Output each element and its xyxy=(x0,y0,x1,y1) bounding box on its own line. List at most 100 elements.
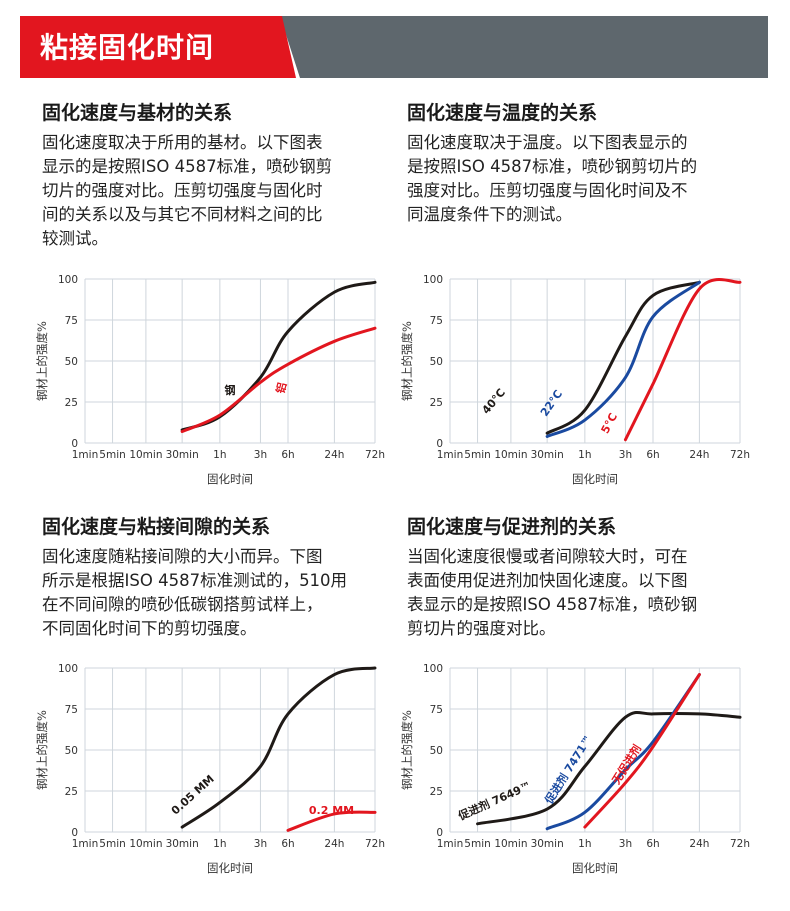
y-tick-label: 50 xyxy=(430,745,443,757)
x-tick-label: 1h xyxy=(213,838,226,850)
body-line: 同温度条件下的测试。 xyxy=(407,205,572,224)
section-title: 固化速度与温度的关系 xyxy=(407,102,598,124)
section-body: 固化速度取决于所用的基材。以下图表 显示的是按照ISO 4587标准，喷砂钢剪 … xyxy=(42,131,387,251)
y-tick-label: 25 xyxy=(65,786,78,798)
series-line xyxy=(476,710,742,826)
x-tick-label: 72h xyxy=(365,449,385,461)
x-axis-label: 固化时间 xyxy=(207,472,253,486)
x-tick-label: 3h xyxy=(254,838,267,850)
x-tick-label: 3h xyxy=(619,838,632,850)
section-activator: 固化速度与促进剂的关系 当固化速度很慢或者间隙较大时，可在 表面使用促进剂加快固… xyxy=(407,514,752,641)
series-label: 0.2 MM xyxy=(309,804,354,817)
x-tick-label: 6h xyxy=(646,449,659,461)
y-tick-label: 100 xyxy=(58,274,78,286)
series-line xyxy=(545,280,701,438)
body-line: 当固化速度很慢或者间隙较大时，可在 xyxy=(407,547,688,566)
y-tick-label: 50 xyxy=(430,356,443,368)
section-body: 固化速度随粘接间隙的大小而异。下图 所示是根据ISO 4587标准测试的，510… xyxy=(42,545,387,641)
x-tick-label: 24h xyxy=(324,838,344,850)
body-line: 固化速度随粘接间隙的大小而异。下图 xyxy=(42,547,323,566)
section-title: 固化速度与促进剂的关系 xyxy=(407,516,617,538)
x-axis-label: 固化时间 xyxy=(207,861,253,875)
banner xyxy=(0,0,790,90)
x-tick-label: 1min xyxy=(72,838,98,850)
series-line xyxy=(583,673,701,829)
x-tick-label: 10min xyxy=(494,449,527,461)
x-tick-label: 10min xyxy=(129,449,162,461)
chart-strength-vs-substrate: 0 25 50 75 100 1min 5min 10min 30min 1h 3h 6h 24h 72h… xyxy=(35,274,385,486)
x-tick-label: 10min xyxy=(129,838,162,850)
x-tick-label: 30min xyxy=(531,449,564,461)
page-title: 粘接固化时间 xyxy=(40,31,215,64)
y-tick-label: 25 xyxy=(65,397,78,409)
x-tick-label: 1h xyxy=(578,449,591,461)
x-tick-label: 3h xyxy=(619,449,632,461)
x-tick-label: 72h xyxy=(730,838,750,850)
body-line: 所示是根据ISO 4587标准测试的，510用 xyxy=(42,571,348,590)
body-line: 切片的强度对比。压剪切强度与固化时 xyxy=(42,181,323,200)
body-line: 显示的是按照ISO 4587标准，喷砂钢剪 xyxy=(42,157,333,176)
body-line: 间的关系以及与其它不同材料之间的比 xyxy=(42,205,323,224)
body-line: 在不同间隙的喷砂低碳钢搭剪试样上， xyxy=(42,595,323,614)
x-tick-label: 6h xyxy=(281,838,294,850)
body-line: 表面使用促进剂加快固化速度。以下图 xyxy=(407,571,688,590)
x-tick-label: 5min xyxy=(99,838,125,850)
section-temperature: 固化速度与温度的关系 固化速度取决于温度。以下图表显示的 是按照ISO 4587… xyxy=(407,100,752,227)
body-line: 不同固化时间下的剪切强度。 xyxy=(42,619,257,638)
section-title: 固化速度与基材的关系 xyxy=(42,102,233,124)
y-tick-label: 100 xyxy=(423,274,443,286)
series-label: 铝 xyxy=(273,381,289,395)
x-tick-label: 10min xyxy=(494,838,527,850)
x-axis-label: 固化时间 xyxy=(572,861,618,875)
chart-strength-vs-activator: 0 25 50 75 100 1min 5min 10min 30min 1h 3h 6h 24h 72h… xyxy=(400,663,750,875)
x-axis-label: 固化时间 xyxy=(572,472,618,486)
x-tick-label: 3h xyxy=(254,449,267,461)
series-line xyxy=(180,326,377,434)
section-title: 固化速度与粘接间隙的关系 xyxy=(42,516,271,538)
banner-red-bar xyxy=(20,16,296,78)
banner-grey-bar xyxy=(280,16,768,78)
x-tick-label: 6h xyxy=(281,449,294,461)
x-tick-label: 24h xyxy=(689,449,709,461)
x-tick-label: 1min xyxy=(72,449,98,461)
section-gap: 固化速度与粘接间隙的关系 固化速度随粘接间隙的大小而异。下图 所示是根据ISO … xyxy=(42,514,387,641)
body-line: 是按照ISO 4587标准，喷砂钢剪切片的 xyxy=(407,157,698,176)
series-line xyxy=(286,810,377,832)
series-line xyxy=(623,278,742,442)
x-tick-label: 30min xyxy=(166,838,199,850)
y-tick-label: 75 xyxy=(430,315,443,327)
x-tick-label: 1h xyxy=(213,449,226,461)
y-tick-label: 0 xyxy=(71,827,78,839)
y-tick-label: 100 xyxy=(423,663,443,675)
series-line xyxy=(545,673,701,831)
y-axis-label: 钢材上的强度% xyxy=(35,321,49,401)
chart-strength-vs-gap: 0 25 50 75 100 1min 5min 10min 30min 1h 3h 6h 24h 72h… xyxy=(35,663,385,875)
y-axis-label: 钢材上的强度% xyxy=(35,710,49,790)
body-line: 强度对比。压剪切强度与固化时间及不 xyxy=(407,181,688,200)
y-axis-label: 钢材上的强度% xyxy=(400,710,414,790)
x-tick-label: 1min xyxy=(437,838,463,850)
x-tick-label: 30min xyxy=(166,449,199,461)
y-axis-label: 钢材上的强度% xyxy=(400,321,414,401)
series-label: 40°C xyxy=(479,386,508,416)
series-label: 促进剂 7471™ xyxy=(541,732,595,807)
x-tick-label: 1min xyxy=(437,449,463,461)
series-label: 5°C xyxy=(599,411,620,436)
y-tick-label: 75 xyxy=(65,704,78,716)
x-tick-label: 30min xyxy=(531,838,564,850)
y-tick-label: 0 xyxy=(71,438,78,450)
x-tick-label: 5min xyxy=(464,449,490,461)
body-line: 较测试。 xyxy=(42,229,108,248)
y-tick-label: 50 xyxy=(65,356,78,368)
series-label: 钢 xyxy=(225,383,236,397)
y-tick-label: 75 xyxy=(430,704,443,716)
section-body: 固化速度取决于温度。以下图表显示的 是按照ISO 4587标准，喷砂钢剪切片的 … xyxy=(407,131,752,227)
y-tick-label: 25 xyxy=(430,397,443,409)
x-tick-label: 72h xyxy=(730,449,750,461)
body-line: 剪切片的强度对比。 xyxy=(407,619,556,638)
y-tick-label: 0 xyxy=(436,827,443,839)
x-tick-label: 1h xyxy=(578,838,591,850)
series-line xyxy=(545,280,701,435)
y-tick-label: 25 xyxy=(430,786,443,798)
body-line: 固化速度取决于温度。以下图表显示的 xyxy=(407,133,688,152)
